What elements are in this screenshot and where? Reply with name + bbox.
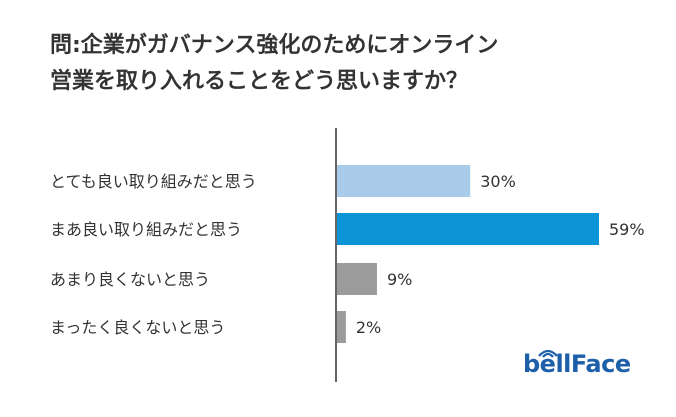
bar [337, 165, 471, 197]
bar [337, 213, 599, 245]
value-label: 59% [609, 220, 645, 239]
category-label: まったく良くないと思う [50, 318, 225, 337]
category-label: あまり良くないと思う [50, 270, 210, 289]
chart-title-line-1: 問:企業がガバナンス強化のためにオンライン [50, 33, 499, 58]
bar [337, 263, 377, 295]
value-label: 30% [480, 172, 516, 191]
chart-title: 問:企業がガバナンス強化のためにオンライン 営業を取り入れることをどう思いますか… [50, 28, 650, 100]
value-label: 2% [356, 318, 381, 337]
bellface-logo: bellFace [523, 349, 631, 378]
chart-title-line-2: 営業を取り入れることをどう思いますか？ [50, 69, 469, 94]
value-label: 9% [387, 270, 412, 289]
signal-wave-icon [538, 349, 558, 358]
category-label: まあ良い取り組みだと思う [50, 220, 242, 239]
bar [337, 311, 346, 343]
category-label: とても良い取り組みだと思う [50, 172, 257, 191]
